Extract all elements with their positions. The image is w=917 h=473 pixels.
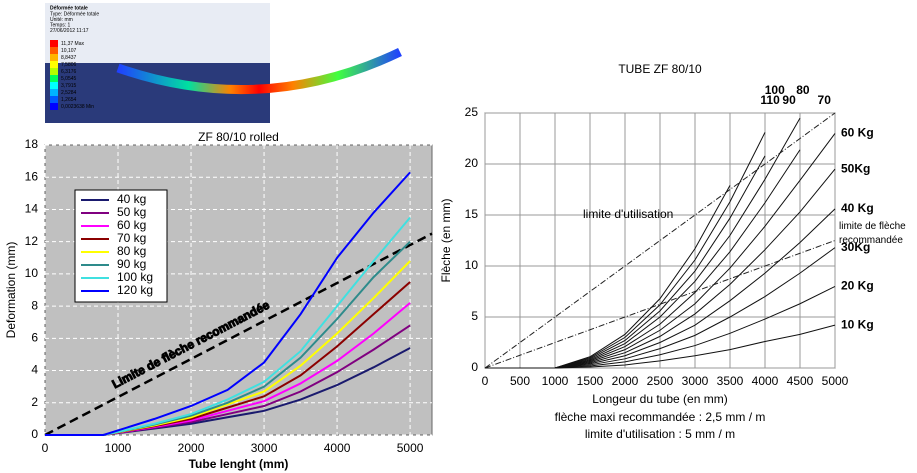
note: limite d'utilisation : 5 mm / m xyxy=(585,427,735,441)
legend-label: 50 kg xyxy=(117,205,146,219)
fea-legend-label: 5,0545 xyxy=(61,76,77,82)
figure: Déformée totale Type: Déformée totaleUni… xyxy=(0,0,917,473)
fea-legend-label: 3,7915 xyxy=(61,83,77,89)
y-tick-label: 6 xyxy=(31,331,38,345)
fea-legend-label: 2,5284 xyxy=(61,90,77,96)
series-label: 80 xyxy=(796,83,810,97)
y-tick-label: 14 xyxy=(25,202,39,216)
fea-legend-swatch xyxy=(50,89,58,96)
chart-title: ZF 80/10 rolled xyxy=(198,130,279,144)
fea-legend-label: 1,2654 xyxy=(61,97,77,103)
chart-title: TUBE ZF 80/10 xyxy=(618,62,702,76)
series-label: 70 xyxy=(818,93,832,107)
series-label: 110 xyxy=(760,93,780,107)
note: flèche maxi recommandée : 2,5 mm / m xyxy=(555,410,766,424)
x-tick-label: 1500 xyxy=(577,374,604,388)
fea-render: Déformée totale Type: Déformée totaleUni… xyxy=(45,3,400,123)
y-axis-label: Flèche (en mm) xyxy=(439,198,453,282)
series-label: 20 Kg xyxy=(841,279,874,293)
reference-label: limite d'utilisation xyxy=(583,207,673,221)
x-tick-label: 4000 xyxy=(324,441,351,455)
y-tick-label: 10 xyxy=(465,258,479,272)
right-chart: TUBE ZF 80/10 0 5 10 15 20 25 0 500 1000 1500 2000 2… xyxy=(439,62,917,441)
series-label: 10 Kg xyxy=(841,317,874,331)
fea-legend-label: 7,5806 xyxy=(61,62,77,68)
x-tick-label: 1000 xyxy=(542,374,569,388)
legend-label: 90 kg xyxy=(117,257,146,271)
y-tick-label: 12 xyxy=(25,234,39,248)
y-tick-label: 10 xyxy=(25,266,39,280)
y-tick-label: 0 xyxy=(31,427,38,441)
fea-legend-label: 6,3176 xyxy=(61,69,77,75)
legend-label: 100 kg xyxy=(117,270,153,284)
left-chart: ZF 80/10 rolled 0 2 4 6 8 10 12 14 16 18 0 1000 2000 3… xyxy=(4,130,432,471)
y-axis-label: Deformation (mm) xyxy=(4,242,18,339)
x-tick-label: 3500 xyxy=(717,374,744,388)
fea-legend-swatch xyxy=(50,103,58,110)
y-tick-label: 2 xyxy=(31,395,38,409)
fea-legend-label: 11,37 Max xyxy=(61,41,84,47)
y-tick-label: 5 xyxy=(471,309,478,323)
y-tick-label: 0 xyxy=(471,360,478,374)
fea-legend-label: 8,8437 xyxy=(61,55,77,61)
y-tick-label: 16 xyxy=(25,169,39,183)
series-label: 30Kg xyxy=(841,240,870,254)
y-tick-label: 25 xyxy=(465,105,479,119)
y-tick-label: 15 xyxy=(465,207,479,221)
fea-info: 27/06/2012 11:17 xyxy=(50,28,89,34)
x-axis-label: Longeur du tube (en mm) xyxy=(592,392,727,406)
fea-legend-label: 0,0023638 Min xyxy=(61,104,94,110)
series-label: 40 Kg xyxy=(841,201,874,215)
fea-legend-swatch xyxy=(50,47,58,54)
x-tick-label: 2000 xyxy=(612,374,639,388)
x-tick-label: 2000 xyxy=(178,441,205,455)
series-label: 50Kg xyxy=(841,161,870,175)
x-tick-label: 5000 xyxy=(397,441,424,455)
series-label: 60 Kg xyxy=(841,126,874,140)
y-tick-label: 20 xyxy=(465,156,479,170)
x-tick-label: 2500 xyxy=(647,374,674,388)
fea-legend-swatch xyxy=(50,54,58,61)
x-tick-label: 5000 xyxy=(822,374,849,388)
x-tick-label: 3000 xyxy=(682,374,709,388)
y-tick-label: 4 xyxy=(31,363,38,377)
fea-legend-swatch xyxy=(50,40,58,47)
fea-legend-swatch xyxy=(50,75,58,82)
legend-label: 80 kg xyxy=(117,244,146,258)
legend-label: 70 kg xyxy=(117,231,146,245)
legend-label: 120 kg xyxy=(117,283,153,297)
fea-legend-swatch xyxy=(50,82,58,89)
x-axis-label: Tube lenght (mm) xyxy=(189,457,289,471)
legend-label: 60 kg xyxy=(117,218,146,232)
x-tick-label: 500 xyxy=(510,374,530,388)
fea-legend-label: 10,107 xyxy=(61,48,77,54)
fea-legend-swatch xyxy=(50,68,58,75)
x-tick-label: 4500 xyxy=(787,374,814,388)
y-tick-label: 18 xyxy=(25,137,39,151)
page: Déformée totale Type: Déformée totaleUni… xyxy=(0,0,917,473)
x-tick-label: 0 xyxy=(42,441,49,455)
fea-legend-swatch xyxy=(50,61,58,68)
legend-label: 40 kg xyxy=(117,192,146,206)
fea-legend-swatch xyxy=(50,96,58,103)
x-tick-label: 3000 xyxy=(251,441,278,455)
x-tick-label: 4000 xyxy=(752,374,779,388)
x-tick-label: 0 xyxy=(482,374,489,388)
x-tick-label: 1000 xyxy=(105,441,132,455)
y-tick-label: 8 xyxy=(31,298,38,312)
